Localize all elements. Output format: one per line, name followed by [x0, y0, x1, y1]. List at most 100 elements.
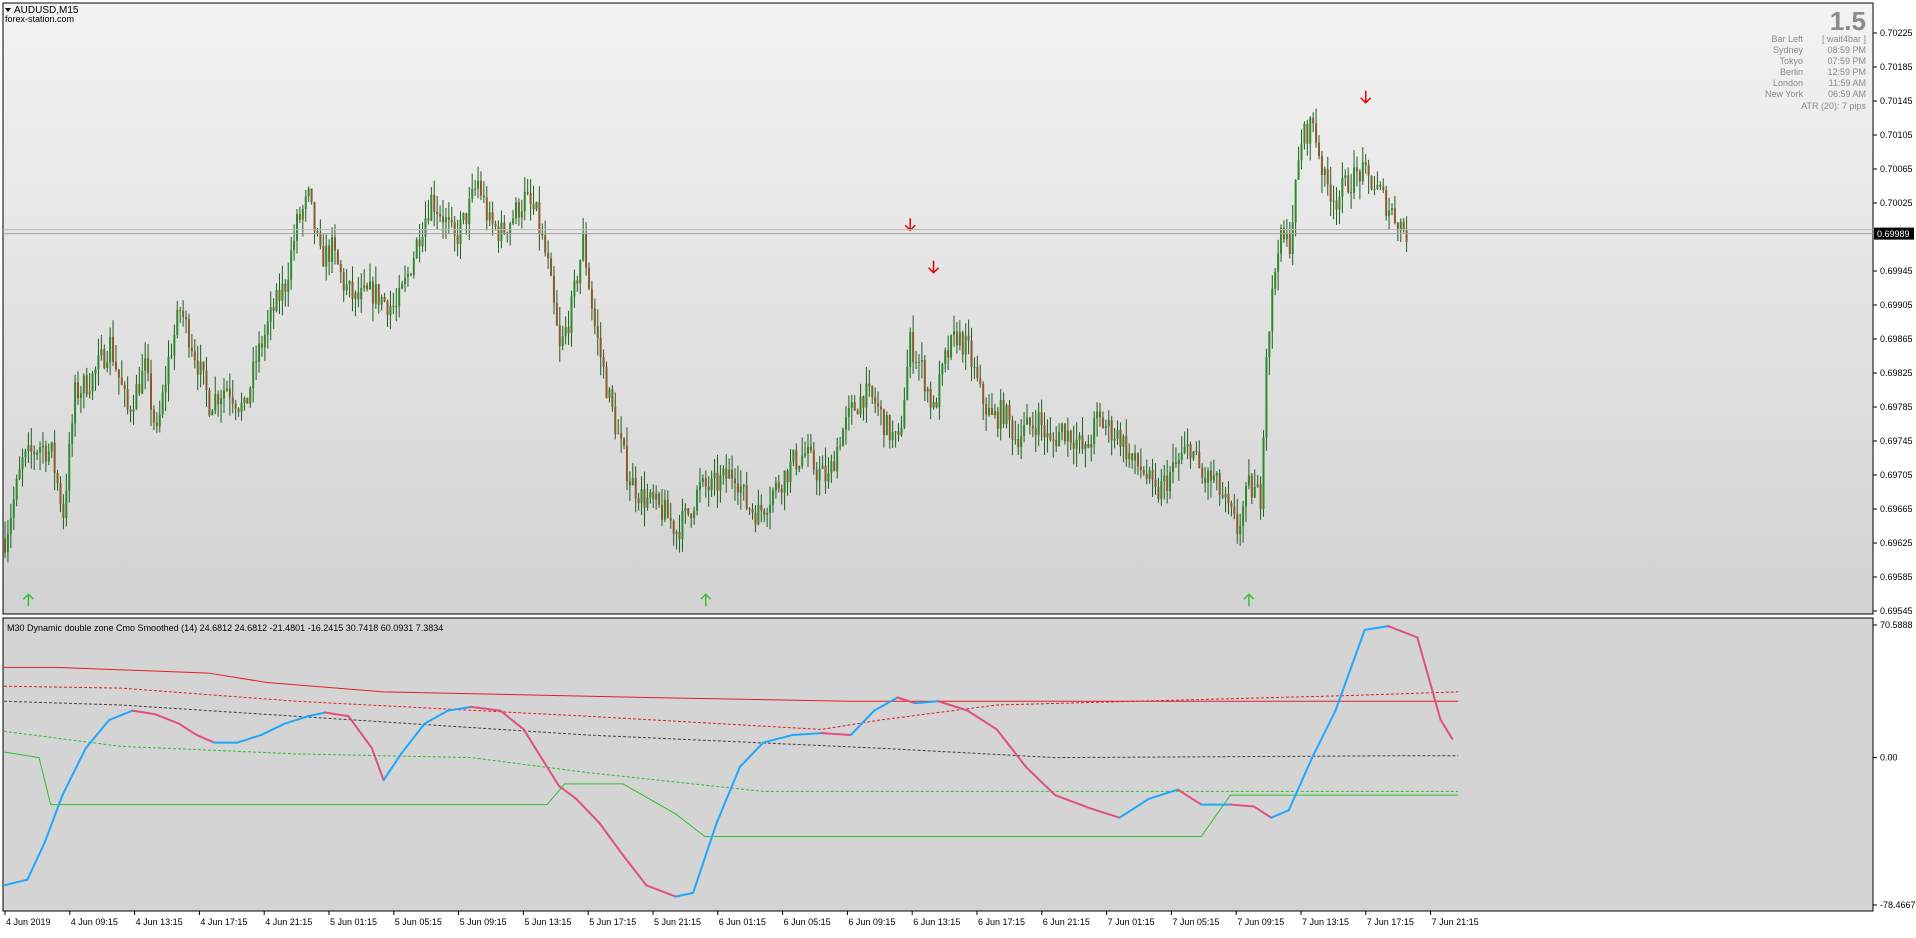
- time-tick-label: 7 Jun 21:15: [1432, 917, 1479, 927]
- time-tick-label: 4 Jun 2019: [6, 917, 51, 927]
- time-tick-label: 4 Jun 17:15: [200, 917, 247, 927]
- bear-candle: [929, 388, 932, 408]
- bear-candle: [1049, 433, 1052, 440]
- bull-candle: [1277, 253, 1280, 272]
- bull-candle: [1268, 331, 1271, 358]
- symbol-header[interactable]: AUDUSD,M15: [5, 5, 79, 16]
- bear-candle: [129, 409, 132, 412]
- time-tick-label: 6 Jun 01:15: [719, 917, 766, 927]
- bull-candle: [698, 481, 701, 490]
- bear-candle: [1364, 162, 1367, 165]
- bear-candle: [777, 482, 780, 489]
- bull-candle: [91, 373, 94, 392]
- session-value: 06:59 AM: [1828, 89, 1866, 99]
- bear-candle: [187, 319, 190, 348]
- bear-candle: [1201, 468, 1204, 478]
- bear-candle: [1101, 417, 1104, 429]
- bear-candle: [955, 331, 958, 346]
- bear-candle: [185, 317, 188, 320]
- bear-candle: [1136, 453, 1139, 467]
- bear-candle: [59, 483, 62, 505]
- cmo-segment: [1229, 803, 1255, 808]
- bar-left-value: 1.5: [1830, 6, 1866, 36]
- bull-candle: [1104, 426, 1107, 429]
- session-info-box: Bar Left [ wait4bar ] Sydney 08:59 PM Tokyo 0…: [1765, 34, 1866, 99]
- bull-candle: [412, 257, 415, 275]
- bear-candle: [147, 358, 150, 374]
- cmo-segment: [3, 878, 29, 887]
- bull-candle: [1242, 506, 1245, 526]
- bear-candle: [871, 386, 874, 398]
- bull-candle: [211, 410, 214, 416]
- bull-candle: [345, 284, 348, 291]
- dropdown-triangle-icon[interactable]: [5, 8, 11, 12]
- bear-candle: [625, 445, 628, 482]
- cmo-segment: [154, 713, 181, 725]
- bull-candle: [354, 292, 357, 300]
- bear-candle: [152, 409, 155, 423]
- bull-candle: [9, 517, 12, 534]
- bull-candle: [258, 343, 261, 362]
- bull-candle: [804, 453, 807, 456]
- level-tick-label: 0.00: [1880, 753, 1898, 763]
- bull-candle: [950, 335, 953, 358]
- bear-candle: [150, 373, 152, 410]
- cmo-segment: [540, 756, 560, 787]
- time-tick-label: 4 Jun 09:15: [71, 917, 118, 927]
- bull-candle: [827, 472, 830, 482]
- bear-candle: [982, 383, 985, 405]
- bear-candle: [272, 307, 275, 311]
- indicator-panel[interactable]: [2, 617, 1874, 912]
- bear-candle: [976, 366, 979, 379]
- bull-candle: [287, 279, 290, 292]
- indicator-series: 70.5888 0.00 -78.4667: [3, 620, 1916, 910]
- bear-candle: [182, 310, 185, 318]
- bull-candle: [649, 492, 652, 498]
- bull-candle: [564, 326, 567, 337]
- bull-candle: [471, 188, 474, 199]
- bull-candle: [1183, 446, 1186, 453]
- bull-candle: [582, 233, 585, 261]
- bear-candle: [669, 518, 672, 521]
- bear-candle: [967, 335, 970, 341]
- bull-candle: [293, 240, 296, 251]
- cmo-segment: [131, 709, 157, 716]
- bear-candle: [1195, 451, 1198, 453]
- bear-candle: [333, 237, 336, 251]
- cmo-segment: [470, 705, 502, 712]
- bear-candle: [734, 478, 736, 484]
- price-tick-label: 0.69905: [1880, 300, 1913, 310]
- cmo-segment: [61, 747, 87, 797]
- bear-candle: [544, 235, 547, 254]
- bull-candle: [307, 188, 310, 197]
- bull-candle: [94, 369, 97, 374]
- bull-candle: [1212, 475, 1215, 481]
- bull-candle: [993, 411, 996, 416]
- bear-candle: [1326, 168, 1329, 185]
- bear-candle: [491, 212, 494, 224]
- bull-candle: [798, 466, 801, 470]
- bull-candle: [713, 472, 716, 479]
- bull-candle: [1169, 472, 1172, 492]
- bear-candle: [532, 203, 535, 210]
- bear-candle: [179, 309, 182, 311]
- bull-candle: [65, 490, 68, 518]
- bear-candle: [643, 488, 646, 508]
- bull-candle: [1023, 424, 1026, 436]
- bear-candle: [284, 283, 287, 292]
- bull-candle: [170, 355, 173, 357]
- bull-candle: [18, 469, 21, 480]
- cmo-segment: [1025, 765, 1057, 797]
- main-chart-panel[interactable]: [2, 2, 1874, 615]
- bull-candle: [1280, 227, 1283, 254]
- bear-candle: [1011, 420, 1014, 440]
- session-value: 12:59 PM: [1827, 67, 1866, 77]
- bull-candle: [82, 375, 85, 394]
- bear-candle: [763, 510, 766, 515]
- bull-candle: [74, 382, 77, 424]
- bear-candle: [628, 481, 631, 486]
- bull-candle: [1215, 473, 1218, 476]
- bear-candle: [1125, 436, 1128, 460]
